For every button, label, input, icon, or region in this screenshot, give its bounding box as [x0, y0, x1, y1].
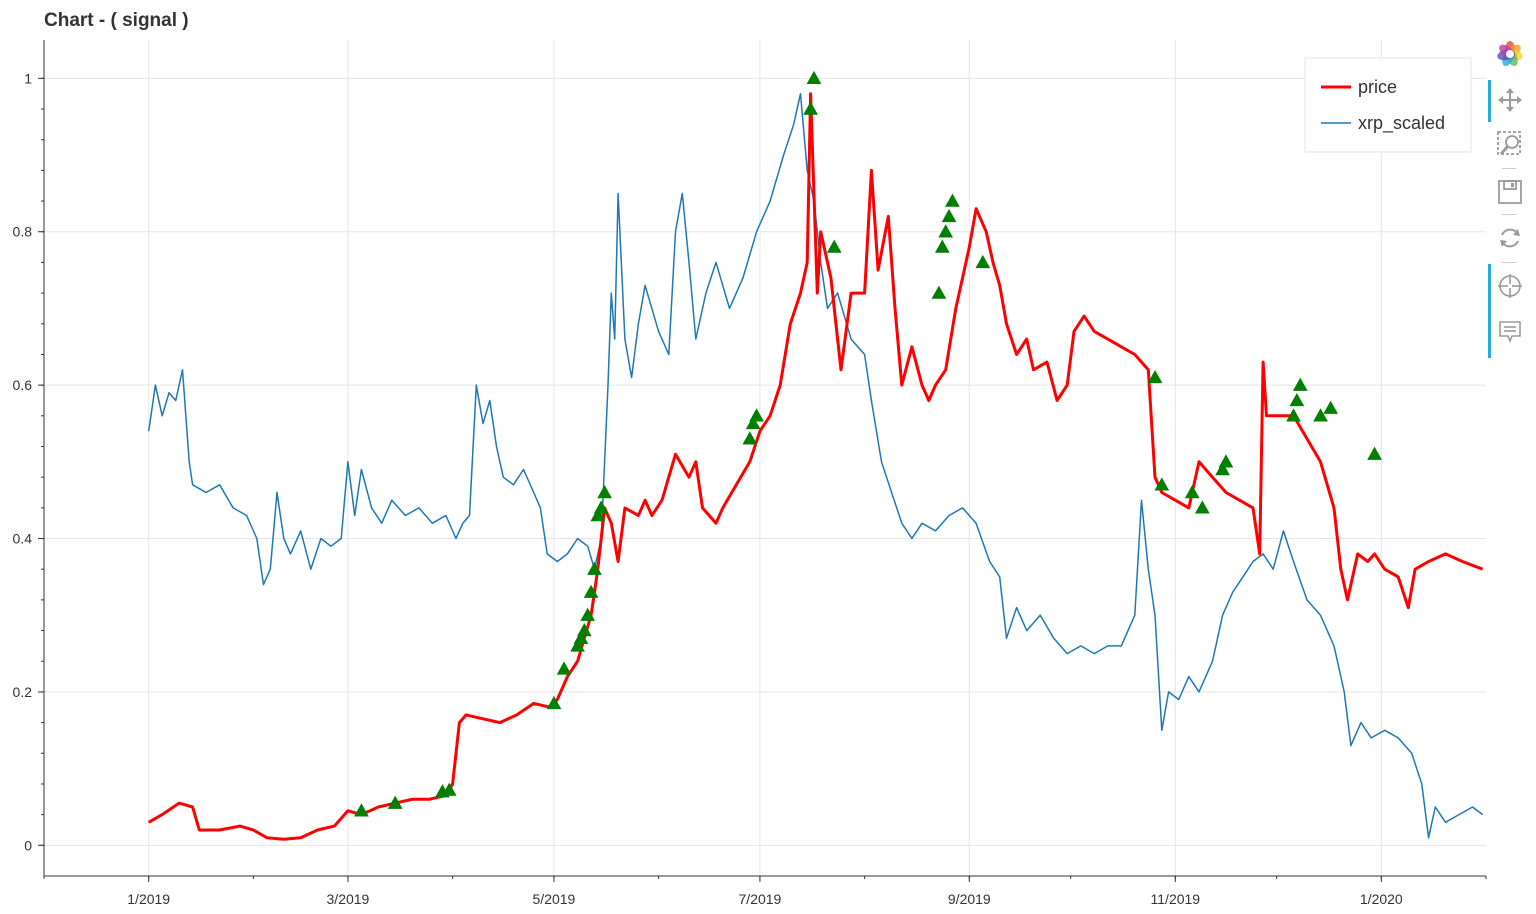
x-tick-label: 3/2019 — [327, 891, 370, 907]
legend-box — [1304, 57, 1472, 153]
signal-triangle-marker — [742, 431, 758, 445]
legend-label-price: price — [1358, 77, 1397, 97]
signal-triangle-marker — [587, 561, 602, 575]
active-tool-indicator — [1488, 80, 1491, 122]
x-tick-label: 1/2019 — [127, 891, 170, 907]
signal-triangle-marker — [975, 254, 991, 269]
signal-triangle-marker — [945, 193, 960, 207]
chart-title: Chart - ( signal ) — [44, 10, 189, 31]
signal-triangle-marker — [546, 695, 562, 710]
signal-triangle-marker — [1286, 408, 1301, 422]
y-tick-label: 1 — [24, 70, 32, 86]
x-tick-label: 9/2019 — [948, 891, 991, 907]
toolbar-separator — [1502, 214, 1516, 215]
pan-tool[interactable] — [1494, 86, 1526, 118]
save-tool[interactable] — [1494, 178, 1526, 210]
signal-triangle-marker — [583, 584, 599, 598]
signal-triangle-marker — [826, 239, 842, 253]
x-tick-label: 1/2020 — [1360, 891, 1403, 907]
signal-triangle-marker — [580, 607, 596, 621]
hover-tool[interactable] — [1494, 318, 1526, 350]
signal-triangle-marker — [1154, 477, 1170, 491]
signal-triangle-marker — [556, 661, 572, 675]
signal-triangle-marker — [1313, 408, 1328, 422]
reset-icon — [1497, 225, 1523, 256]
hover-icon — [1497, 319, 1523, 350]
signal-triangle-marker — [803, 101, 818, 115]
series-layer — [147, 92, 1484, 841]
active-tool-indicator — [1488, 264, 1491, 358]
grid — [44, 40, 1486, 876]
y-tick-label: 0.8 — [13, 224, 33, 240]
legend: price xrp_scaled — [1304, 57, 1472, 153]
y-tick-label: 0.6 — [13, 377, 33, 393]
crosshair-icon — [1497, 273, 1523, 304]
signal-triangle-marker — [931, 285, 947, 299]
toolbar — [1488, 36, 1536, 366]
signal-triangle-marker — [590, 507, 606, 522]
legend-label-xrp-scaled: xrp_scaled — [1358, 113, 1445, 134]
bokeh-logo-icon — [1496, 40, 1524, 73]
bokeh-logo-tool[interactable] — [1494, 40, 1526, 72]
signal-triangle-marker — [1367, 446, 1382, 460]
x-tick-label: 7/2019 — [739, 891, 782, 907]
signal-triangle-marker — [1215, 461, 1230, 476]
signal-triangle-marker — [745, 415, 761, 430]
signal-triangle-marker — [749, 408, 764, 422]
series-xrp-scaled-line — [147, 92, 1484, 839]
signal-triangle-marker — [1292, 377, 1308, 391]
box-zoom-icon — [1496, 130, 1524, 163]
series-price-line — [147, 92, 1484, 841]
signal-triangle-marker — [573, 630, 589, 644]
y-tick-label: 0.4 — [13, 531, 33, 547]
signal-triangle-marker — [387, 795, 403, 809]
signal-triangle-marker — [941, 208, 957, 223]
save-icon — [1497, 179, 1523, 210]
signal-triangle-marker — [354, 803, 369, 817]
signal-triangle-marker — [934, 239, 950, 253]
signal-triangle-marker — [576, 623, 592, 637]
toolbar-separator — [1502, 168, 1516, 169]
crosshair-tool[interactable] — [1494, 272, 1526, 304]
signal-triangle-marker — [1323, 400, 1339, 414]
x-tick-label: 5/2019 — [533, 891, 576, 907]
signal-markers — [354, 70, 1382, 817]
signal-triangle-marker — [1289, 392, 1305, 407]
y-tick-label: 0.2 — [13, 684, 33, 700]
signal-triangle-marker — [1194, 500, 1210, 514]
signal-triangle-marker — [597, 484, 612, 499]
signal-triangle-marker — [938, 224, 954, 238]
signal-triangle-marker — [1218, 454, 1234, 468]
y-tick-label: 0 — [24, 837, 32, 853]
signal-triangle-marker — [1147, 369, 1163, 384]
box-zoom-tool[interactable] — [1494, 130, 1526, 162]
x-tick-label: 11/2019 — [1151, 891, 1201, 907]
signal-triangle-marker — [570, 638, 585, 652]
reset-tool[interactable] — [1494, 224, 1526, 256]
toolbar-separator — [1502, 262, 1516, 263]
signal-triangle-marker — [441, 782, 457, 796]
axes: 00.20.40.60.811/2019 3/2019 5/2019 7/2019 9/… — [13, 40, 1487, 907]
signal-triangle-marker — [593, 500, 609, 514]
pan-icon — [1497, 87, 1523, 118]
signal-triangle-marker — [806, 70, 822, 85]
signal-triangle-marker — [1184, 484, 1200, 499]
